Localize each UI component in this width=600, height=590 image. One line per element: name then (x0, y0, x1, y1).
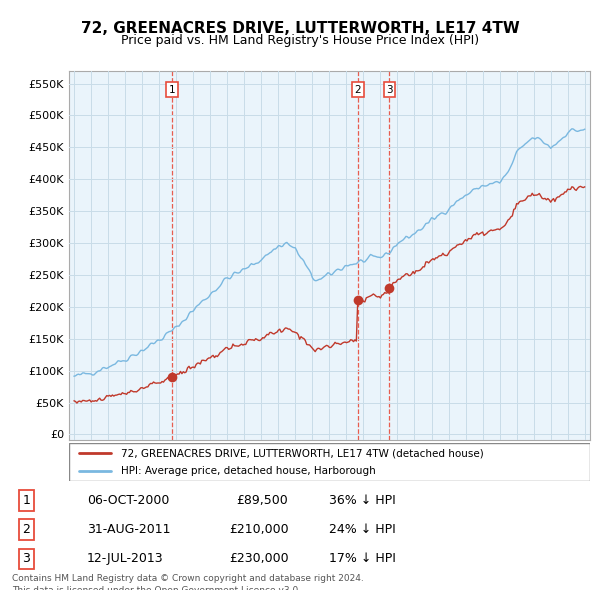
Text: 72, GREENACRES DRIVE, LUTTERWORTH, LE17 4TW (detached house): 72, GREENACRES DRIVE, LUTTERWORTH, LE17 … (121, 448, 484, 458)
Text: £210,000: £210,000 (229, 523, 289, 536)
Text: 12-JUL-2013: 12-JUL-2013 (87, 552, 164, 565)
Text: 06-OCT-2000: 06-OCT-2000 (87, 494, 169, 507)
Text: This data is licensed under the Open Government Licence v3.0.: This data is licensed under the Open Gov… (12, 586, 301, 590)
Text: 3: 3 (22, 552, 31, 565)
Text: HPI: Average price, detached house, Harborough: HPI: Average price, detached house, Harb… (121, 466, 376, 476)
Text: Contains HM Land Registry data © Crown copyright and database right 2024.: Contains HM Land Registry data © Crown c… (12, 574, 364, 583)
Text: 31-AUG-2011: 31-AUG-2011 (87, 523, 170, 536)
Text: 72, GREENACRES DRIVE, LUTTERWORTH, LE17 4TW: 72, GREENACRES DRIVE, LUTTERWORTH, LE17 … (80, 21, 520, 35)
Text: 17% ↓ HPI: 17% ↓ HPI (329, 552, 395, 565)
Text: 3: 3 (386, 85, 393, 95)
Text: 24% ↓ HPI: 24% ↓ HPI (329, 523, 395, 536)
Text: 2: 2 (22, 523, 31, 536)
Text: £230,000: £230,000 (229, 552, 289, 565)
Text: 36% ↓ HPI: 36% ↓ HPI (329, 494, 395, 507)
Text: Price paid vs. HM Land Registry's House Price Index (HPI): Price paid vs. HM Land Registry's House … (121, 34, 479, 47)
Text: £89,500: £89,500 (237, 494, 289, 507)
Text: 2: 2 (355, 85, 361, 95)
Text: 1: 1 (22, 494, 31, 507)
Text: 1: 1 (169, 85, 175, 95)
